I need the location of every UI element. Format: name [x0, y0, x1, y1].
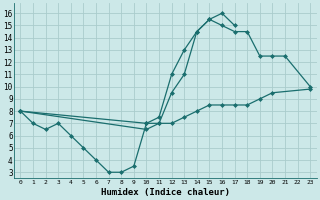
X-axis label: Humidex (Indice chaleur): Humidex (Indice chaleur) [101, 188, 230, 197]
